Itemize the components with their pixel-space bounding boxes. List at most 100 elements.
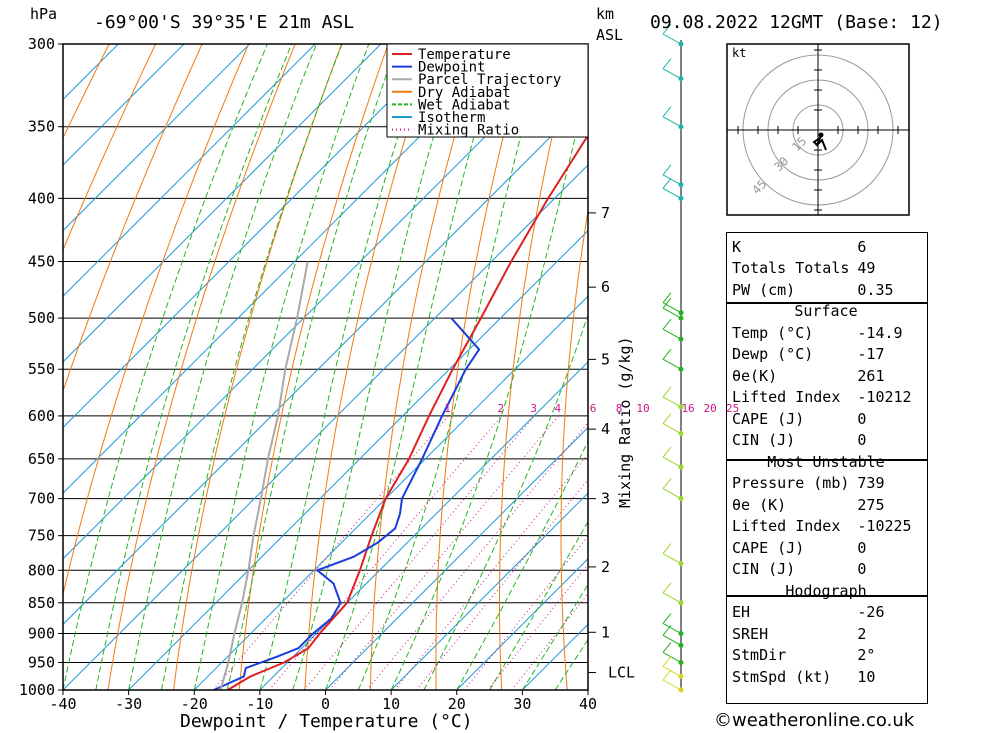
indices-table: K 6 Totals Totals 49 PW (cm) 0.35 Surface Temp … [728,236,924,688]
isotherm-line [63,44,382,363]
wind-barb [662,116,682,128]
mixing-ratio-label: 16 [681,402,694,415]
index-label: Dewp (°C) [732,345,814,364]
lcl-label: LCL [608,664,635,682]
index-value: 0 [857,431,867,450]
isotherm-line [259,361,588,690]
wind-barb [662,423,682,434]
wind-barb-flag [662,318,672,330]
hodograph-stats-box [726,595,928,704]
wet-adiabat-line [193,44,370,690]
footer-credit: ©weatheronline.co.uk [714,710,915,731]
hodograph-row: StmSpd (kt) 10 [728,666,924,688]
dry-adiabat-line [943,44,1000,690]
wind-barb [662,652,682,663]
legend-label: Dry Adiabat [418,85,511,101]
wind-barb [662,68,682,80]
parcel-trajectory-line [219,261,309,690]
index-value: -14.9 [857,323,903,342]
hpa-label: hPa [30,5,57,23]
x-tick-label: -10 [246,695,273,713]
pressure-tick-label: 1000 [19,681,55,699]
section-title: Surface [728,301,924,323]
wind-barb-flag [662,164,672,176]
surface-row: CAPE (J) 0 [728,408,924,430]
wind-barb-flag [662,642,672,653]
index-value: 0 [857,409,867,428]
wind-barb [662,456,682,468]
mixing-ratio-line [212,415,449,690]
mixing-ratio-line [329,415,559,690]
km-tick-label: 1 [601,623,610,641]
index-label: Lifted Index [732,517,841,536]
wind-barb-flag [662,23,672,35]
mixing-ratio-line [366,422,588,690]
most-unstable-row: Lifted Index -10225 [728,516,924,538]
wind-barb-flag [662,178,672,189]
index-label: EH [732,603,751,622]
x-tick-label: 20 [448,695,466,713]
isotherm-line [63,164,588,690]
wind-barb-flag [662,478,672,489]
index-value: 739 [857,474,885,493]
isotherm-line [63,44,447,429]
mixing-ratio-label: 6 [590,402,597,415]
index-label: CIN (J) [732,560,796,579]
wind-barb [662,665,682,677]
km-tick-label: 5 [601,350,610,368]
pressure-tick-label: 650 [28,450,55,468]
dry-adiabat-line [107,44,296,690]
index-label: PW (cm) [732,280,796,299]
dry-adiabat-line [173,44,343,690]
x-tick-label: 40 [579,695,597,713]
hodograph-row: SREH 2 [728,623,924,645]
surface-row: Dewp (°C) -17 [728,344,924,366]
dry-adiabat-line [63,44,250,597]
index-label: θe(K) [732,366,778,385]
index-label: Totals Totals [732,259,850,278]
wind-barb-flag [662,446,672,458]
index-value: 0 [857,538,867,557]
index-value: 261 [857,366,885,385]
pressure-tick-label: 900 [28,624,55,642]
legend-label: Dewpoint [418,60,485,76]
dry-adiabat-line [678,44,713,690]
km-tick-label: 2 [601,558,610,576]
mixing-ratio-label: 10 [636,402,649,415]
dry-adiabat-line [370,44,482,690]
most-unstable-row: Pressure (mb) 739 [728,473,924,495]
wet-adiabat-line [390,84,588,690]
mixing-ratio-label: 1 [444,402,451,415]
km-label: km [596,5,614,23]
pressure-tick-label: 550 [28,360,55,378]
wind-barb-flag [662,292,672,304]
pressure-tick-label: 700 [28,490,55,508]
wind-barb [662,396,682,408]
most-unstable-row: θe (K) 275 [728,494,924,516]
wet-adiabat-line [95,44,293,690]
km-tick-label: 3 [601,490,610,508]
wet-adiabat-line [259,44,429,690]
dry-adiabat-line [63,44,203,393]
wind-barb-flag [662,624,672,636]
index-value: 2 [857,624,867,643]
x-tick-label: 30 [513,695,531,713]
wind-barb [662,187,682,199]
index-label: CIN (J) [732,431,796,450]
wind-barb-flag [662,613,672,624]
wind-barb-flag [662,582,672,594]
index-label: Pressure (mb) [732,474,850,493]
dry-adiabat-line [499,44,575,690]
isotherm-line [193,295,588,690]
index-label: θe (K) [732,495,787,514]
surface-row: Temp (°C) -14.9 [728,322,924,344]
surface-row: CIN (J) 0 [728,430,924,452]
isotherm-line [63,44,250,232]
index-row: Totals Totals 49 [728,258,924,280]
pressure-tick-label: 500 [28,309,55,327]
x-tick-label: 0 [321,695,330,713]
mixing-ratio-line [416,479,588,690]
dry-adiabat-line [63,44,157,252]
